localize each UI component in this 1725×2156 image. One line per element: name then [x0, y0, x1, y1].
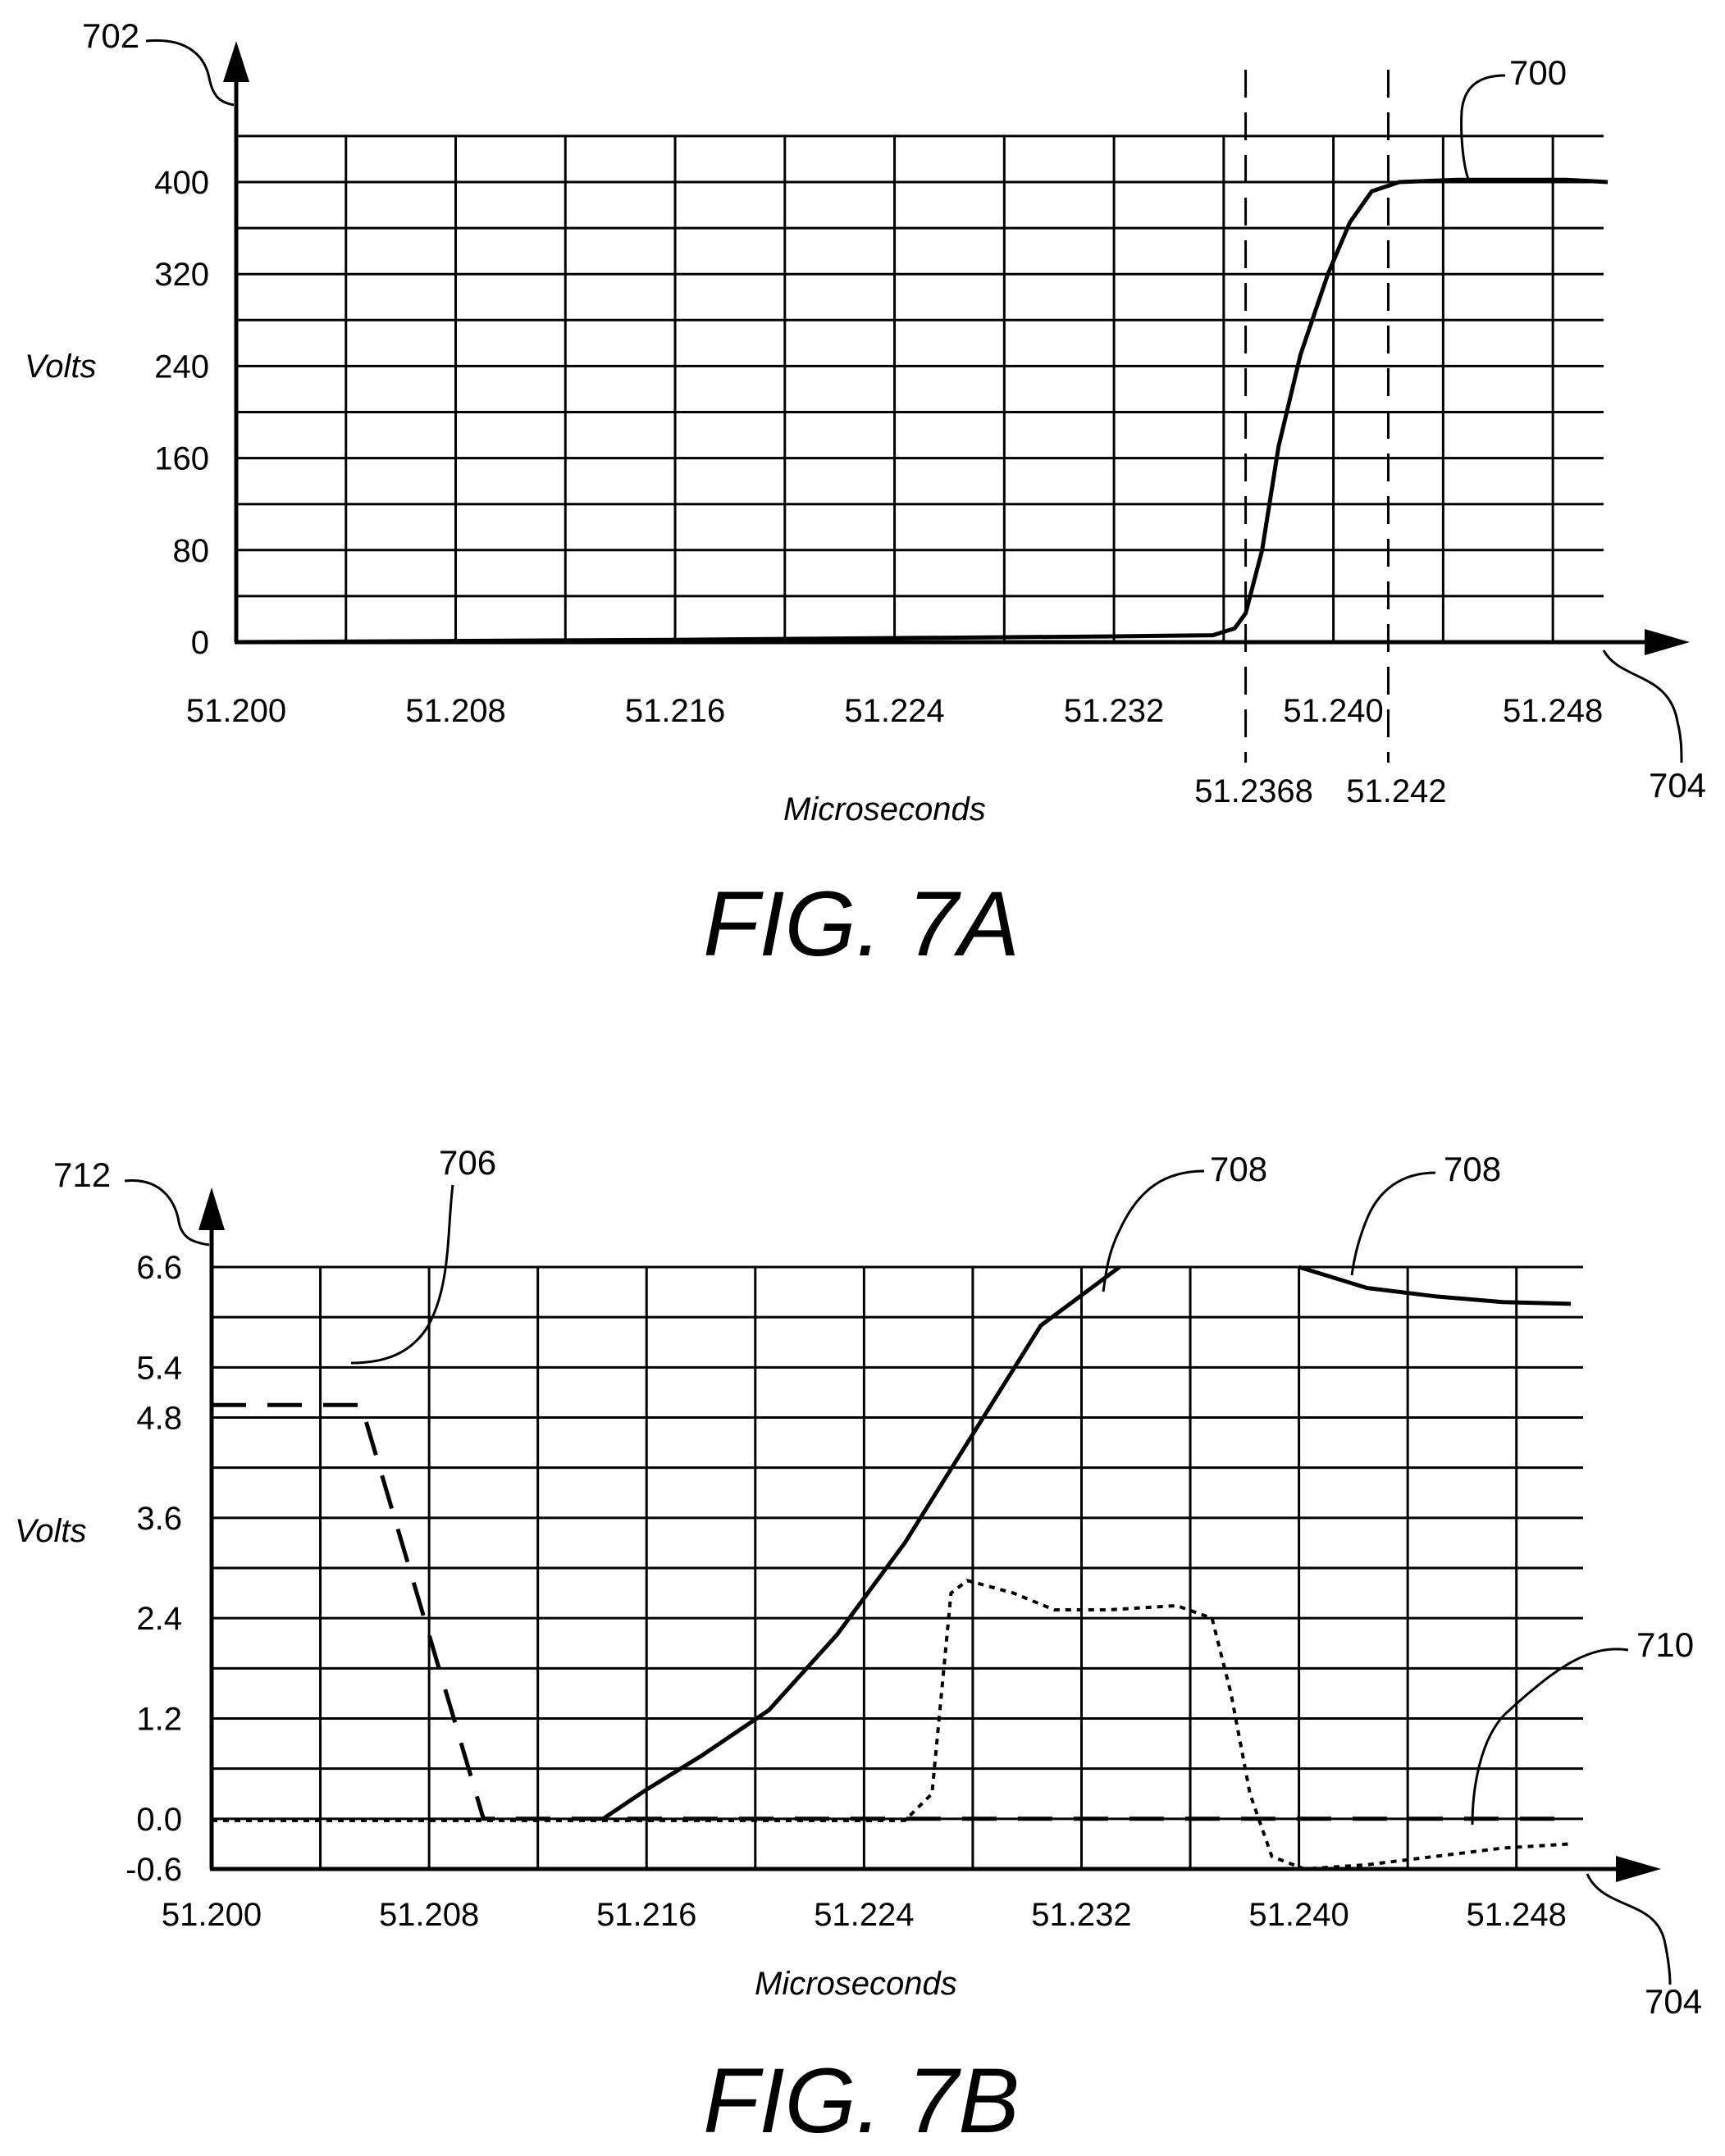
ref-704-7b: 704: [1645, 1982, 1702, 2021]
y-axis-arrowhead-7a: [223, 41, 249, 82]
y-tick-labels-7a: 0 80 160 240 320 400: [154, 165, 209, 661]
y-tick-label-7a: 400: [154, 165, 209, 201]
y-tick-label-7b: 4.8: [136, 1401, 182, 1437]
leader-710: [1471, 1648, 1629, 1826]
ref-704-7a: 704: [1649, 766, 1706, 805]
chart-fig-7a: 0 80 160 240 320 400 51.200 51.208 51.216 51.224…: [25, 16, 1706, 975]
y-axis-title-7a: Volts: [25, 349, 96, 385]
ref-708-left: 708: [1210, 1150, 1267, 1188]
ref-702: 702: [82, 16, 139, 55]
x-tick-label-7b: 51.208: [379, 1897, 479, 1933]
x-tick-label-7b: 51.216: [596, 1897, 696, 1933]
series-line-708: [1298, 1265, 1572, 1306]
leader-708-left: [1102, 1169, 1205, 1292]
ref-710: 710: [1636, 1625, 1694, 1664]
x-tick-label-7b: 51.232: [1031, 1897, 1131, 1933]
leader-700: [1460, 74, 1506, 180]
y-tick-label-7a: 240: [154, 349, 209, 385]
x-tick-labels-7b: 51.200 51.208 51.216 51.224 51.232 51.240 51.2…: [162, 1897, 1567, 1933]
y-tick-label-7b: 5.4: [136, 1350, 182, 1386]
x-axis-arrowhead-7a: [1645, 629, 1690, 655]
x-tick-label-7a: 51.240: [1283, 693, 1383, 729]
x-tick-label-7a: 51.232: [1064, 693, 1164, 729]
series-line-700: [235, 177, 1609, 645]
series-line-708: [601, 1265, 1121, 1821]
axes-7a: [223, 41, 1690, 655]
chart-fig-7b: -0.60.01.22.43.64.85.46.6 51.200 51.208 51…: [15, 1143, 1702, 2152]
series-line-706: [212, 1402, 1571, 1821]
marker-label-7a: 51.2368: [1194, 773, 1313, 809]
ref-708-right: 708: [1444, 1150, 1501, 1188]
ref-700: 700: [1509, 53, 1567, 92]
leader-704-7a: [1602, 650, 1683, 763]
figure-caption-7a: FIG. 7A: [703, 873, 1020, 975]
y-tick-label-7b: 3.6: [136, 1501, 182, 1537]
y-axis-arrowhead-7b: [199, 1187, 225, 1230]
axes-7b: [199, 1187, 1661, 1882]
x-tick-label-7a: 51.248: [1503, 693, 1603, 729]
x-axis-title-7a: Microseconds: [783, 791, 986, 827]
y-axis-title-7b: Volts: [15, 1513, 86, 1549]
y-tick-label-7a: 0: [191, 625, 209, 661]
x-tick-label-7b: 51.200: [162, 1897, 262, 1933]
grid-7b: [212, 1265, 1583, 1869]
leader-706: [350, 1184, 454, 1365]
leader-704-7b: [1586, 1873, 1672, 1985]
figure-caption-7b: FIG. 7B: [703, 2049, 1020, 2152]
y-tick-label-7b: 1.2: [136, 1702, 182, 1738]
marker-lines-7a: 51.2368 51.242: [1194, 70, 1447, 809]
y-tick-label-7b: 0.0: [136, 1802, 182, 1838]
y-tick-label-7b: -0.6: [125, 1852, 182, 1888]
grid-7a: [236, 134, 1604, 642]
x-tick-label-7a: 51.208: [405, 693, 505, 729]
y-tick-labels-7b: -0.6 0.0 1.2 2.4 3.6 4.8 5.4 6.6: [125, 1250, 182, 1888]
y-tick-label-7b: 2.4: [136, 1601, 182, 1637]
y-tick-label-7b: 6.6: [136, 1250, 182, 1286]
leader-712: [124, 1179, 210, 1247]
marker-label-7a: 51.242: [1346, 773, 1446, 809]
series-line-710: [212, 1579, 1572, 1871]
y-tick-label-7a: 160: [154, 441, 209, 477]
x-axis-arrowhead-7b: [1616, 1856, 1661, 1882]
leader-708-right: [1350, 1171, 1436, 1276]
x-tick-label-7b: 51.240: [1248, 1897, 1349, 1933]
x-tick-label-7a: 51.200: [186, 693, 286, 729]
y-tick-label-7a: 320: [154, 257, 209, 293]
x-tick-label-7a: 51.224: [844, 693, 944, 729]
y-tick-label-7a: 80: [173, 533, 210, 569]
series-group-7a: [235, 177, 1609, 645]
x-tick-label-7b: 51.224: [814, 1897, 914, 1933]
leader-702: [145, 39, 235, 107]
ref-712: 712: [53, 1155, 111, 1194]
x-tick-label-7b: 51.248: [1467, 1897, 1567, 1933]
x-axis-title-7b: Microseconds: [755, 1966, 957, 2002]
x-tick-labels-7a: 51.200 51.208 51.216 51.224 51.232 51.240 51.2…: [186, 693, 1603, 729]
x-tick-label-7a: 51.216: [625, 693, 725, 729]
series-group-7b: [212, 1265, 1572, 1871]
ref-706: 706: [439, 1143, 496, 1182]
